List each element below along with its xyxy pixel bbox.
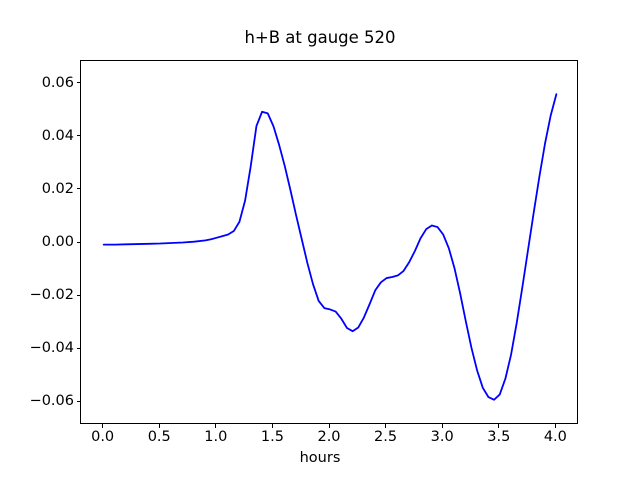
y-tick-mark bbox=[76, 400, 80, 402]
y-tick-label: −0.06 bbox=[29, 393, 74, 410]
y-tick-label: 0.04 bbox=[41, 127, 74, 144]
x-tick-label: 3.0 bbox=[430, 429, 454, 445]
x-tick-mark bbox=[554, 424, 556, 428]
x-tick-mark bbox=[385, 424, 387, 428]
data-series-line bbox=[102, 93, 558, 401]
x-tick-label: 0.0 bbox=[91, 429, 115, 445]
y-tick-label: 0.02 bbox=[41, 180, 74, 197]
y-tick-mark bbox=[76, 82, 80, 84]
x-tick-mark bbox=[158, 424, 160, 428]
x-tick-label: 0.5 bbox=[147, 429, 171, 445]
x-axis-label: hours bbox=[299, 450, 341, 466]
y-tick-label: 0.00 bbox=[41, 234, 74, 250]
y-tick-mark bbox=[76, 294, 80, 296]
chart-title: h+B at gauge 520 bbox=[244, 28, 396, 47]
y-tick-mark bbox=[76, 135, 80, 137]
x-tick-mark bbox=[441, 424, 443, 428]
x-tick-label: 1.5 bbox=[260, 429, 284, 445]
plot-line-svg bbox=[102, 93, 558, 401]
x-tick-label: 3.5 bbox=[487, 429, 511, 445]
plot-axes-area bbox=[80, 60, 578, 424]
x-tick-mark bbox=[271, 424, 273, 428]
x-tick-mark bbox=[498, 424, 500, 428]
x-tick-label: 4.0 bbox=[543, 429, 567, 445]
y-tick-mark bbox=[76, 241, 80, 243]
x-tick-label: 1.0 bbox=[204, 429, 228, 445]
x-tick-label: 2.0 bbox=[317, 429, 341, 445]
y-tick-label: −0.02 bbox=[29, 287, 74, 304]
y-tick-label: 0.06 bbox=[41, 74, 74, 91]
x-tick-mark bbox=[102, 424, 104, 428]
y-tick-mark bbox=[76, 188, 80, 190]
y-tick-label: −0.04 bbox=[29, 340, 74, 357]
x-tick-mark bbox=[215, 424, 217, 428]
x-tick-mark bbox=[328, 424, 330, 428]
y-tick-mark bbox=[76, 347, 80, 349]
x-tick-label: 2.5 bbox=[374, 429, 398, 445]
